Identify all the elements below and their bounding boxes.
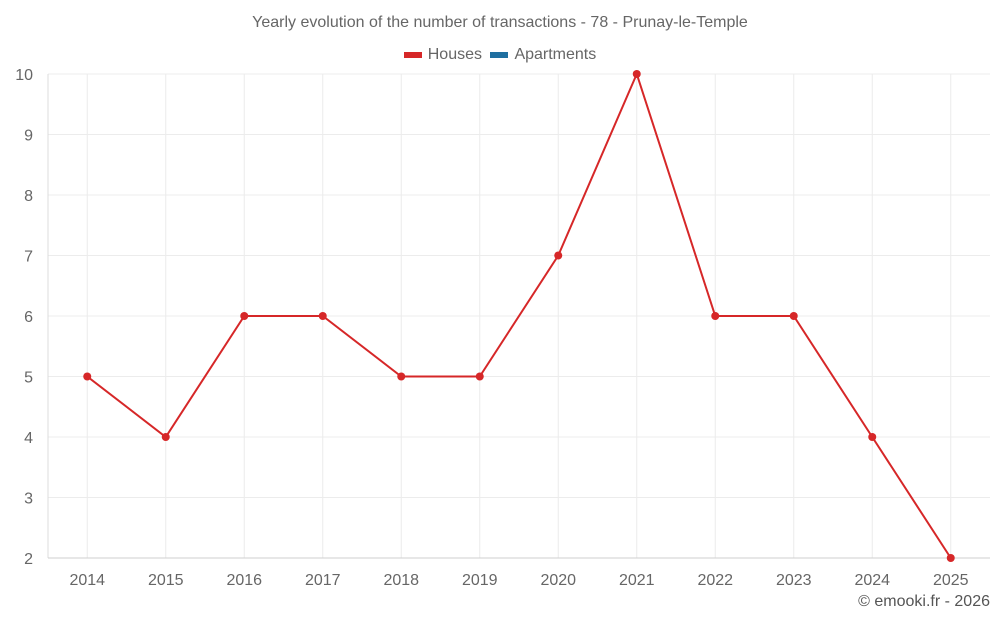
y-tick-label: 10 bbox=[15, 67, 33, 84]
data-point-houses: 2017: 6 bbox=[318, 312, 327, 320]
y-tick-label: 6 bbox=[24, 309, 33, 326]
data-point-houses: 2018: 5 bbox=[397, 372, 406, 381]
credit: © emooki.fr - 2026 bbox=[858, 593, 990, 610]
data-point-houses: 2015: 4 bbox=[161, 433, 170, 441]
legend-swatch-apartments bbox=[490, 52, 509, 58]
x-tick-label: 2017 bbox=[305, 572, 341, 589]
y-tick-label: 3 bbox=[24, 491, 33, 508]
data-point-houses: 2024: 4 bbox=[868, 433, 877, 441]
x-tick-label: 2021 bbox=[619, 572, 655, 589]
x-tick-label: 2015 bbox=[148, 572, 184, 589]
x-tick-label: 2016 bbox=[226, 572, 262, 589]
y-tick-label: 8 bbox=[24, 188, 33, 205]
y-tick-label: 7 bbox=[24, 249, 33, 266]
x-tick-label: 2014 bbox=[69, 572, 105, 589]
data-point-houses: 2016: 6 bbox=[240, 312, 249, 320]
x-tick-label: 2024 bbox=[854, 572, 890, 589]
data-point-houses: 2021: 10 bbox=[632, 70, 641, 78]
y-tick-label: 5 bbox=[24, 370, 33, 387]
legend-swatch-houses bbox=[403, 52, 422, 58]
series-line-houses bbox=[86, 71, 952, 559]
data-point-houses: 2019: 5 bbox=[475, 372, 484, 381]
y-tick-label: 4 bbox=[24, 430, 33, 447]
x-tick-label: 2020 bbox=[540, 572, 576, 589]
legend-item-apartments[interactable]: Apartments bbox=[490, 46, 596, 64]
legend-item-houses[interactable]: Houses bbox=[403, 46, 482, 64]
legend-label-houses: Houses bbox=[427, 46, 482, 63]
x-tick-label: 2019 bbox=[462, 572, 498, 589]
y-tick-label: 2 bbox=[24, 551, 33, 568]
data-point-houses: 2014: 5 bbox=[83, 372, 92, 381]
y-tick-label: 9 bbox=[24, 128, 33, 145]
data-point-houses: 2022: 6 bbox=[711, 312, 720, 320]
legend: Houses Apartments bbox=[0, 45, 1000, 64]
data-point-houses: 2020: 7 bbox=[554, 251, 563, 260]
chart-title: Yearly evolution of the number of transa… bbox=[252, 14, 748, 31]
legend-label-apartments: Apartments bbox=[514, 46, 597, 63]
x-tick-label: 2018 bbox=[383, 572, 419, 589]
data-point-houses: 2023: 6 bbox=[789, 312, 798, 320]
data-point-houses: 2025: 2 bbox=[946, 554, 955, 562]
x-tick-label: 2025 bbox=[933, 572, 969, 589]
x-tick-label: 2022 bbox=[697, 572, 733, 589]
x-tick-label: 2023 bbox=[776, 572, 812, 589]
